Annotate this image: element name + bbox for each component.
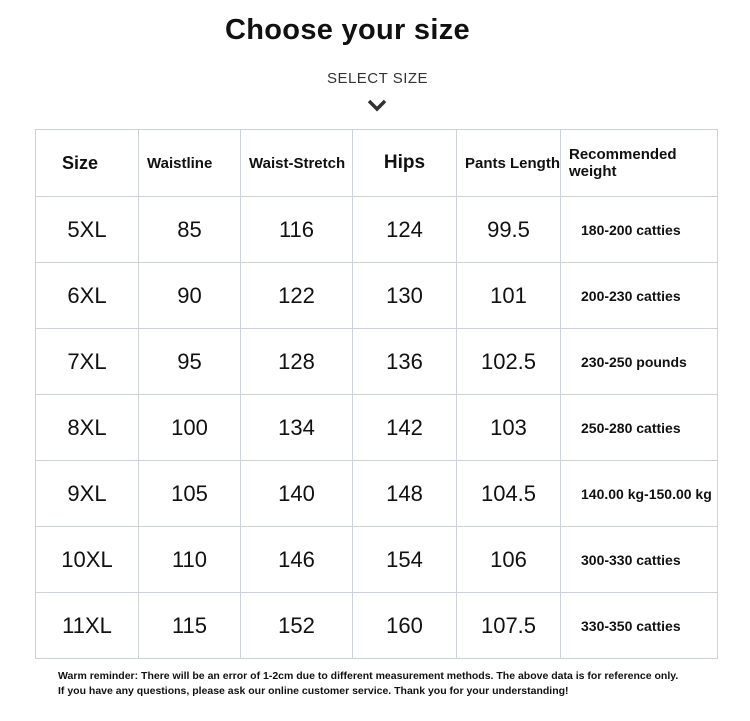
table-row: 7XL 95 128 136 102.5 230-250 pounds	[35, 328, 718, 395]
column-header: Waist-Stretch	[240, 129, 353, 197]
table-cell: 300-330 catties	[560, 526, 718, 593]
table-cell: 152	[240, 592, 353, 659]
size-table: Size Waistline Waist-Stretch Hips Pants Leng…	[35, 129, 718, 659]
table-cell: 130	[352, 262, 457, 329]
table-cell: 10XL	[35, 526, 139, 593]
table-cell: 105	[138, 460, 241, 527]
column-header: Recommended weight	[560, 129, 718, 197]
table-cell: 200-230 catties	[560, 262, 718, 329]
table-cell: 100	[138, 394, 241, 461]
table-cell: 134	[240, 394, 353, 461]
table-cell: 142	[352, 394, 457, 461]
table-cell: 115	[138, 592, 241, 659]
table-cell: 128	[240, 328, 353, 395]
table-cell: 110	[138, 526, 241, 593]
table-cell: 106	[456, 526, 561, 593]
table-cell: 11XL	[35, 592, 139, 659]
table-cell: 102.5	[456, 328, 561, 395]
column-header: Waistline	[138, 129, 241, 197]
table-cell: 250-280 catties	[560, 394, 718, 461]
table-cell: 122	[240, 262, 353, 329]
table-cell: 95	[138, 328, 241, 395]
chevron-down-icon	[367, 99, 387, 112]
column-header: Pants Length	[456, 129, 561, 197]
table-header-row: Size Waistline Waist-Stretch Hips Pants Leng…	[35, 129, 718, 197]
table-cell: 104.5	[456, 460, 561, 527]
table-row: 9XL 105 140 148 104.5 140.00 kg-150.00 kg	[35, 460, 718, 527]
column-header: Size	[35, 129, 139, 197]
page-title: Choose your size	[225, 14, 470, 46]
warm-reminder: Warm reminder: There will be an error of…	[58, 669, 678, 699]
note-line-2: If you have any questions, please ask ou…	[58, 685, 569, 697]
table-cell: 124	[352, 196, 457, 263]
table-cell: 5XL	[35, 196, 139, 263]
table-cell: 85	[138, 196, 241, 263]
table-cell: 101	[456, 262, 561, 329]
note-line-1: Warm reminder: There will be an error of…	[58, 670, 679, 682]
table-cell: 8XL	[35, 394, 139, 461]
table-cell: 107.5	[456, 592, 561, 659]
column-header: Hips	[352, 129, 457, 197]
table-row: 6XL 90 122 130 101 200-230 catties	[35, 262, 718, 329]
table-cell: 330-350 catties	[560, 592, 718, 659]
table-cell: 116	[240, 196, 353, 263]
table-cell: 160	[352, 592, 457, 659]
table-cell: 6XL	[35, 262, 139, 329]
table-cell: 90	[138, 262, 241, 329]
table-cell: 154	[352, 526, 457, 593]
table-row: 5XL 85 116 124 99.5 180-200 catties	[35, 196, 718, 263]
select-size-label: SELECT SIZE	[326, 70, 429, 87]
table-cell: 148	[352, 460, 457, 527]
table-cell: 9XL	[35, 460, 139, 527]
table-cell: 7XL	[35, 328, 139, 395]
table-cell: 99.5	[456, 196, 561, 263]
table-row: 11XL 115 152 160 107.5 330-350 catties	[35, 592, 718, 659]
table-cell: 103	[456, 394, 561, 461]
table-cell: 140	[240, 460, 353, 527]
table-row: 10XL 110 146 154 106 300-330 catties	[35, 526, 718, 593]
table-cell: 136	[352, 328, 457, 395]
table-cell: 230-250 pounds	[560, 328, 718, 395]
table-cell: 180-200 catties	[560, 196, 718, 263]
table-cell: 146	[240, 526, 353, 593]
table-row: 8XL 100 134 142 103 250-280 catties	[35, 394, 718, 461]
table-cell: 140.00 kg-150.00 kg	[560, 460, 718, 527]
